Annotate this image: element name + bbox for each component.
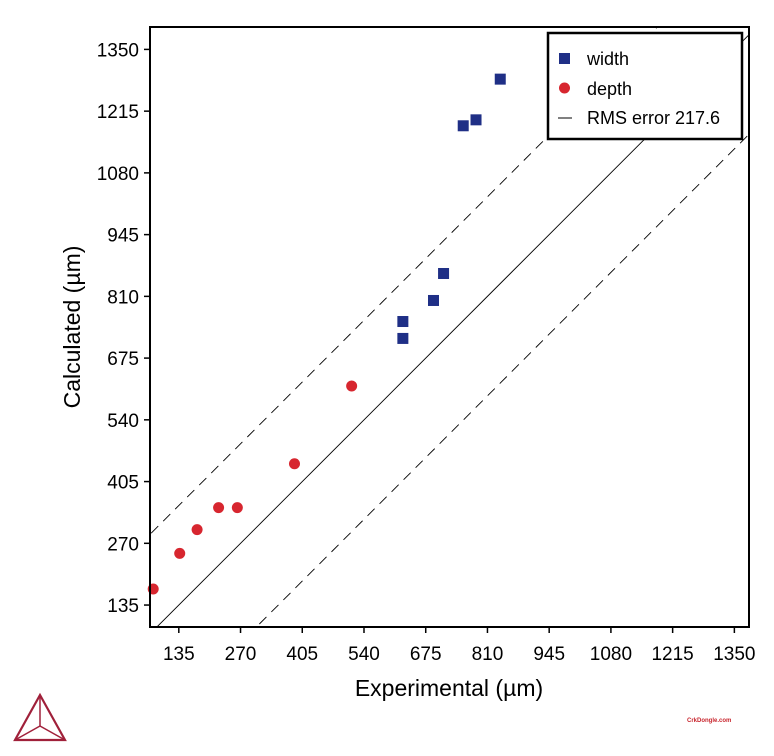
y-tick-label: 1350 — [97, 40, 139, 61]
watermark: CrkDongle.com — [687, 718, 732, 724]
depth-point — [288, 458, 300, 470]
plot-frame — [149, 26, 750, 628]
x-tick-label: 945 — [533, 644, 565, 665]
x-tick-label: 270 — [225, 644, 257, 665]
x-tick-label: 135 — [163, 644, 195, 665]
x-axis-ticks: 135 270 405 540 675 810 945 1080 1215 1350 — [163, 627, 756, 665]
y-tick-label: 810 — [107, 287, 139, 308]
depth-point — [231, 502, 243, 514]
y-axis-label: Calculated (µm) — [59, 246, 85, 409]
y-tick-label: 405 — [107, 473, 139, 494]
y-tick-label: 135 — [107, 596, 139, 617]
y-tick-label: 945 — [107, 226, 139, 247]
y-axis-ticks: 135 270 405 540 675 810 945 1080 1215 1350 — [97, 40, 150, 617]
x-tick-label: 675 — [410, 644, 442, 665]
x-tick-label: 1350 — [713, 644, 755, 665]
legend-box — [546, 31, 744, 141]
width-point — [494, 73, 506, 85]
data-points — [147, 73, 506, 595]
width-point — [397, 316, 409, 328]
x-tick-label: 1080 — [590, 644, 632, 665]
width-point — [470, 114, 482, 126]
legend-depth-label: depth — [587, 79, 632, 99]
y-tick-label: 1215 — [97, 102, 139, 123]
legend-depth-marker — [559, 82, 570, 94]
depth-point — [346, 380, 358, 392]
depth-point — [191, 524, 203, 536]
depth-point — [174, 547, 186, 559]
depth-point — [213, 502, 225, 514]
x-axis-label: Experimental (µm) — [355, 675, 543, 701]
width-point — [438, 267, 450, 279]
width-point — [457, 120, 469, 132]
y-tick-label: 270 — [107, 534, 139, 555]
legend-width-marker — [559, 53, 570, 64]
x-tick-label: 405 — [286, 644, 318, 665]
width-point — [397, 332, 409, 344]
y-tick-label: 540 — [107, 411, 139, 432]
thermo-calc-logo-icon — [13, 692, 67, 742]
x-tick-label: 540 — [348, 644, 380, 665]
width-point — [427, 294, 439, 306]
y-tick-label: 1080 — [97, 164, 139, 185]
legend-rms-label: RMS error 217.6 — [587, 108, 720, 128]
y-tick-label: 675 — [107, 349, 139, 370]
legend: width depth RMS error 217.6 — [546, 31, 744, 141]
x-tick-label: 1215 — [651, 644, 693, 665]
legend-width-label: width — [586, 49, 629, 69]
x-tick-label: 810 — [472, 644, 504, 665]
